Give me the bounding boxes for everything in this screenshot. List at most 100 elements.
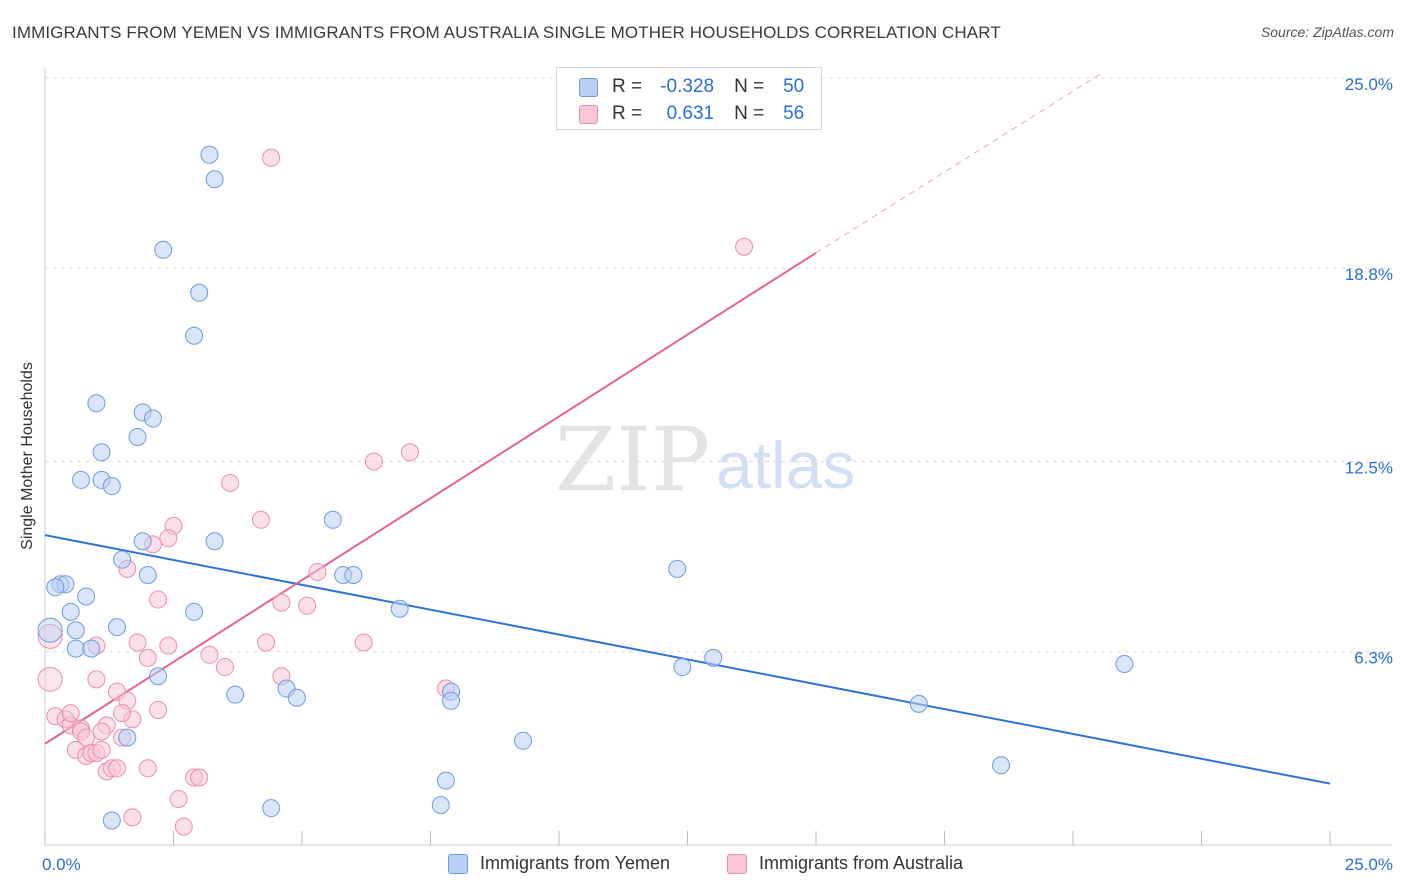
data-point-yemen [87,394,106,413]
watermark-atlas: atlas [716,428,855,502]
data-point-yemen [102,811,121,830]
data-point-yemen [66,621,85,640]
series-australia-points [37,148,754,836]
data-point-yemen [205,532,224,551]
data-point-yemen [442,691,461,710]
data-point-australia [107,759,126,778]
data-point-australia [257,633,276,652]
y-tick-label: 6.3% [1354,649,1393,668]
data-point-yemen [143,409,162,428]
legend-swatch-pink [727,853,747,874]
data-point-yemen [390,599,409,618]
legend-row-australia: R = 0.631 N = 56 [579,101,804,127]
data-point-yemen [514,731,533,750]
data-point-australia [37,666,63,692]
data-point-yemen [154,240,173,259]
data-point-australia [149,701,168,720]
data-point-australia [262,148,281,167]
series-legend: Immigrants from Yemen Immigrants from Au… [0,851,1406,877]
data-point-yemen [77,587,96,606]
data-point-australia [87,670,106,689]
data-point-yemen [200,145,219,164]
data-point-yemen [113,550,132,569]
data-point-australia [128,633,147,652]
data-point-australia [354,633,373,652]
n-value-yemen: 50 [783,76,805,97]
data-point-yemen [82,639,101,658]
data-point-yemen [185,326,204,345]
legend-swatch-blue [448,853,468,874]
data-point-australia [215,658,234,677]
data-point-australia [123,808,142,827]
watermark-zip: ZIP [555,408,710,511]
data-point-australia [159,529,178,548]
data-point-yemen [344,566,363,585]
data-point-yemen [205,170,224,189]
data-point-australia [272,593,291,612]
gridlines [45,77,1392,653]
data-point-yemen [107,618,126,637]
data-point-australia [92,722,111,741]
x-tick-label: 0.0% [42,855,81,874]
trend-line-yemen [44,534,1331,785]
data-point-yemen [673,658,692,677]
legend-label-australia: Immigrants from Australia [759,853,964,873]
data-point-australia [364,452,383,471]
axes [44,68,1392,846]
data-point-australia [37,623,63,649]
data-point-yemen [46,578,65,597]
data-point-yemen [138,566,157,585]
data-point-australia [149,590,168,609]
legend-item-australia[interactable]: Immigrants from Australia [727,853,963,874]
trend-lines [44,71,1331,785]
data-point-yemen [185,602,204,621]
legend-item-yemen[interactable]: Immigrants from Yemen [448,853,670,874]
n-value-australia: 56 [783,103,805,124]
data-point-yemen [909,694,928,713]
data-point-australia [190,768,209,787]
chart-title: IMMIGRANTS FROM YEMEN VS IMMIGRANTS FROM… [12,23,1001,42]
data-point-australia [159,636,178,655]
data-point-yemen [323,510,342,529]
data-point-yemen [436,771,455,790]
data-point-yemen [128,427,147,446]
data-point-australia [400,443,419,462]
data-point-australia [169,789,188,808]
data-point-australia [251,510,270,529]
data-point-yemen [287,688,306,707]
data-point-yemen [66,639,85,658]
data-point-yemen [37,617,63,643]
data-point-yemen [71,470,90,489]
data-point-australia [92,740,111,759]
r-value-australia: 0.631 [666,103,715,124]
data-point-yemen [102,477,121,496]
data-point-yemen [149,667,168,686]
y-tick-label: 18.8% [1345,265,1393,284]
n-label: N = [734,76,765,97]
data-point-australia [113,704,132,723]
legend-row-yemen: R = -0.328 N = 50 [579,74,804,100]
data-point-yemen [226,685,245,704]
data-point-yemen [190,283,209,302]
series-yemen-points [37,145,1134,830]
data-point-yemen [431,796,450,815]
trend-line-australia [44,252,817,745]
r-label: R = [612,76,643,97]
data-point-australia [298,596,317,615]
x-tick-label: 25.0% [1345,855,1393,874]
r-value-yemen: -0.328 [660,76,715,97]
n-label: N = [734,103,765,124]
legend-swatch-blue [579,77,598,97]
data-point-australia [221,473,240,492]
data-point-australia [200,645,219,664]
data-point-yemen [262,799,281,818]
y-tick-label: 12.5% [1345,459,1393,478]
data-point-yemen [133,532,152,551]
tick-labels: 6.3% 12.5% 18.8% 25.0% 0.0% 25.0% [42,75,1393,874]
data-point-australia [308,562,327,581]
correlation-legend: R = -0.328 N = 50 R = 0.631 N = 56 [556,67,822,130]
data-point-yemen [704,648,723,667]
data-point-yemen [992,756,1011,775]
data-point-australia [138,648,157,667]
